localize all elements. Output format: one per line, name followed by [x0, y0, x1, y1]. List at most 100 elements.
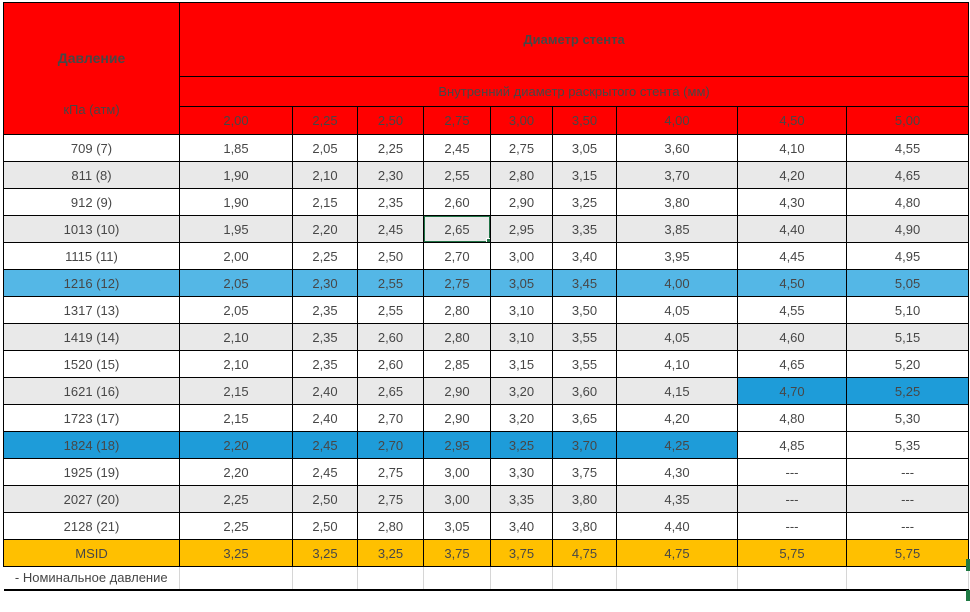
data-cell[interactable]: 4,75: [616, 539, 738, 567]
data-cell[interactable]: 3,25: [179, 539, 293, 567]
data-cell[interactable]: 4,00: [616, 269, 738, 297]
data-cell[interactable]: 1,90: [179, 161, 293, 189]
data-cell[interactable]: 2,15: [179, 404, 293, 432]
row-header-cell[interactable]: 1115 (11): [3, 242, 180, 270]
data-cell[interactable]: 4,65: [737, 350, 847, 378]
data-cell[interactable]: 5,20: [845, 350, 970, 378]
data-cell[interactable]: 3,45: [552, 269, 617, 297]
data-cell[interactable]: 5,10: [845, 296, 970, 324]
data-cell[interactable]: 3,55: [552, 350, 617, 378]
data-cell[interactable]: 3,65: [552, 404, 617, 432]
data-cell[interactable]: 2,95: [423, 431, 491, 459]
data-cell[interactable]: 2,15: [179, 377, 293, 405]
data-cell[interactable]: 2,10: [179, 350, 293, 378]
column-header[interactable]: 4,00: [616, 106, 738, 135]
data-cell[interactable]: 2,90: [423, 404, 491, 432]
data-cell[interactable]: ---: [737, 512, 847, 540]
column-header[interactable]: 2,75: [423, 106, 491, 135]
data-cell[interactable]: 3,00: [490, 242, 553, 270]
data-cell[interactable]: 5,35: [845, 431, 970, 459]
data-cell[interactable]: 2,40: [292, 377, 358, 405]
data-cell[interactable]: 2,25: [179, 512, 293, 540]
data-cell[interactable]: 3,95: [616, 242, 738, 270]
empty-footer-cell[interactable]: [423, 566, 491, 591]
data-cell[interactable]: 3,20: [490, 377, 553, 405]
data-cell[interactable]: 4,30: [737, 188, 847, 216]
data-cell[interactable]: 2,55: [423, 161, 491, 189]
data-cell[interactable]: 2,80: [423, 296, 491, 324]
data-cell[interactable]: 2,30: [292, 269, 358, 297]
data-cell[interactable]: 3,00: [423, 458, 491, 486]
data-cell[interactable]: 2,30: [357, 161, 424, 189]
data-cell[interactable]: 3,55: [552, 323, 617, 351]
row-header-cell[interactable]: 811 (8): [3, 161, 180, 189]
data-cell[interactable]: 4,80: [845, 188, 970, 216]
data-cell[interactable]: 4,65: [845, 161, 970, 189]
data-cell[interactable]: ---: [737, 458, 847, 486]
empty-footer-cell[interactable]: [552, 566, 617, 591]
data-cell[interactable]: 3,15: [490, 350, 553, 378]
data-cell[interactable]: 2,35: [292, 350, 358, 378]
row-header-cell[interactable]: 2128 (21): [3, 512, 180, 540]
data-cell[interactable]: 3,25: [357, 539, 424, 567]
row-header-cell[interactable]: 1925 (19): [3, 458, 180, 486]
data-cell[interactable]: 2,70: [357, 404, 424, 432]
data-cell[interactable]: 3,60: [552, 377, 617, 405]
data-cell[interactable]: 3,05: [423, 512, 491, 540]
data-cell[interactable]: 3,80: [616, 188, 738, 216]
data-cell[interactable]: 2,80: [490, 161, 553, 189]
data-cell[interactable]: 2,75: [490, 134, 553, 162]
column-header[interactable]: 5,00: [845, 106, 970, 135]
data-cell[interactable]: 2,55: [357, 269, 424, 297]
data-cell[interactable]: 3,75: [552, 458, 617, 486]
diameter-header-cell[interactable]: Диаметр стента: [178, 2, 970, 77]
data-cell[interactable]: 2,20: [179, 431, 293, 459]
data-cell[interactable]: 2,75: [357, 458, 424, 486]
data-cell[interactable]: 2,45: [357, 215, 424, 243]
data-cell[interactable]: 3,75: [423, 539, 491, 567]
data-cell[interactable]: 2,80: [357, 512, 424, 540]
data-cell[interactable]: 2,60: [357, 323, 424, 351]
data-cell[interactable]: 2,35: [357, 188, 424, 216]
data-cell[interactable]: 4,40: [737, 215, 847, 243]
data-cell[interactable]: 2,15: [292, 188, 358, 216]
data-cell[interactable]: 4,20: [616, 404, 738, 432]
data-cell[interactable]: 2,40: [292, 404, 358, 432]
row-header-cell[interactable]: 1723 (17): [3, 404, 180, 432]
data-cell[interactable]: 5,75: [845, 539, 970, 567]
data-cell[interactable]: 4,75: [552, 539, 617, 567]
data-cell[interactable]: 2,65: [423, 215, 491, 243]
column-header[interactable]: 3,50: [552, 106, 617, 135]
data-cell[interactable]: 4,25: [616, 431, 738, 459]
data-cell[interactable]: 3,60: [616, 134, 738, 162]
row-header-cell[interactable]: 709 (7): [3, 134, 180, 162]
column-header[interactable]: 2,50: [357, 106, 424, 135]
data-cell[interactable]: 2,05: [179, 269, 293, 297]
data-cell[interactable]: 2,55: [357, 296, 424, 324]
empty-footer-cell[interactable]: [616, 566, 738, 591]
empty-footer-cell[interactable]: [846, 566, 970, 591]
data-cell[interactable]: ---: [845, 485, 970, 513]
data-cell[interactable]: 4,10: [737, 134, 847, 162]
data-cell[interactable]: 2,65: [357, 377, 424, 405]
empty-footer-cell[interactable]: [292, 566, 358, 591]
data-cell[interactable]: 1,95: [179, 215, 293, 243]
data-cell[interactable]: 2,50: [292, 512, 358, 540]
row-header-cell[interactable]: 1216 (12): [3, 269, 180, 297]
data-cell[interactable]: 4,95: [845, 242, 970, 270]
empty-footer-cell[interactable]: [357, 566, 424, 591]
data-cell[interactable]: ---: [845, 512, 970, 540]
data-cell[interactable]: 4,35: [616, 485, 738, 513]
data-cell[interactable]: ---: [737, 485, 847, 513]
data-cell[interactable]: 4,05: [616, 296, 738, 324]
data-cell[interactable]: 3,25: [490, 431, 553, 459]
data-cell[interactable]: 3,05: [490, 269, 553, 297]
data-cell[interactable]: 2,90: [423, 377, 491, 405]
data-cell[interactable]: ---: [845, 458, 970, 486]
empty-footer-cell[interactable]: [490, 566, 553, 591]
data-cell[interactable]: 2,60: [357, 350, 424, 378]
data-cell[interactable]: 3,70: [552, 431, 617, 459]
data-cell[interactable]: 2,60: [423, 188, 491, 216]
data-cell[interactable]: 4,60: [737, 323, 847, 351]
data-cell[interactable]: 4,30: [616, 458, 738, 486]
